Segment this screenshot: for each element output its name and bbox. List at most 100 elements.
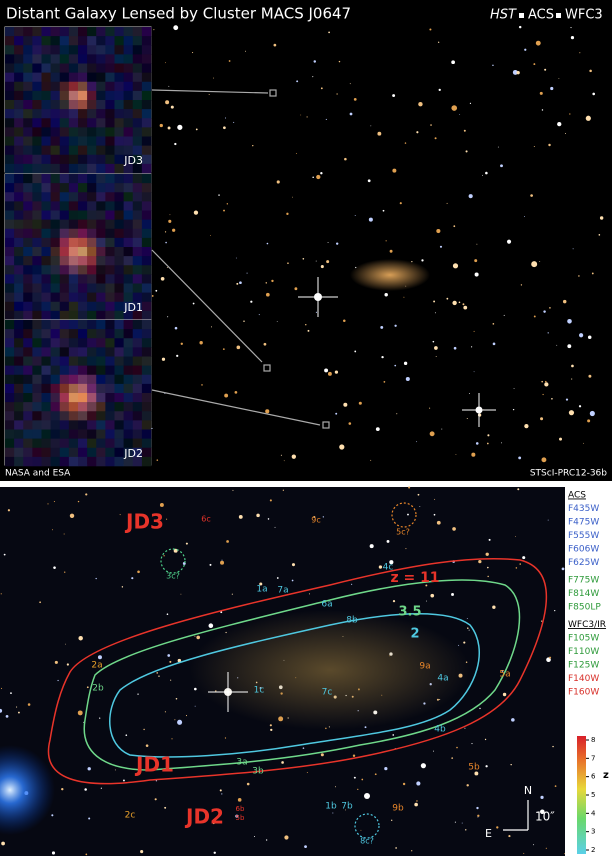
inset-pixel: [59, 228, 70, 239]
inset-pixel: [114, 411, 124, 421]
inset-pixel: [14, 127, 24, 137]
inset-pixel: [32, 201, 42, 211]
inset-pixel: [50, 210, 61, 220]
inset-pixel: [41, 438, 51, 449]
star: [411, 850, 413, 852]
contour-z11: [47, 558, 548, 785]
star: [213, 77, 215, 79]
star: [399, 202, 402, 205]
star: [53, 566, 56, 569]
inset-pixel: [32, 174, 42, 184]
star: [336, 242, 339, 245]
image-label: 9c: [311, 516, 321, 525]
inset-pixel: [96, 127, 106, 137]
legend-filter: F475W: [568, 518, 599, 528]
star: [97, 655, 102, 660]
inset-pixel: [87, 393, 97, 403]
star: [252, 144, 254, 147]
star: [167, 316, 169, 318]
star: [274, 526, 276, 528]
inset-pixel: [41, 329, 51, 339]
inset-pixel: [23, 383, 33, 394]
inset-pixel: [96, 429, 106, 439]
star: [250, 300, 253, 303]
star: [479, 707, 481, 710]
inset-pixel: [14, 81, 24, 92]
inset-pixel: [59, 320, 70, 330]
inset-pixel: [68, 429, 79, 439]
inset-pixel: [114, 338, 124, 348]
inset-pixel: [105, 109, 115, 119]
star: [545, 847, 547, 849]
legend-filter: F435W: [568, 504, 599, 514]
star: [506, 239, 512, 244]
inset-pixel: [59, 145, 70, 156]
image-label: 6b: [236, 805, 245, 813]
inset-pixel: [23, 219, 33, 230]
inset-pixel: [78, 247, 88, 257]
inset-pixel: [132, 45, 143, 55]
inset-pixel: [14, 36, 24, 46]
star: [518, 456, 522, 460]
inset-pixel: [87, 90, 97, 101]
star: [408, 486, 411, 489]
star: [458, 301, 461, 304]
inset-pixel: [141, 438, 152, 449]
star: [63, 533, 65, 535]
star: [265, 282, 267, 284]
star: [143, 728, 145, 731]
colorbar-tick-label: 8: [591, 736, 595, 744]
inset-pixel: [114, 72, 124, 83]
compass: [503, 800, 529, 831]
inset-pixel: [41, 219, 51, 230]
star: [265, 292, 270, 297]
inset-pixel: [32, 420, 42, 430]
inset-pixel: [32, 247, 42, 257]
inset-pixel: [105, 301, 115, 312]
inset-pixel: [68, 219, 79, 230]
inset-pixel: [23, 365, 33, 376]
inset-pixel: [41, 163, 51, 174]
inset-pixel: [87, 192, 97, 202]
star: [281, 761, 284, 764]
inset-pixel: [59, 27, 70, 37]
inset-pixel: [123, 219, 134, 230]
star: [224, 117, 226, 119]
star: [51, 851, 56, 855]
inset-pixel: [96, 228, 106, 239]
inset-pixel: [114, 256, 124, 266]
star: [77, 500, 80, 503]
inset-pixel: [114, 118, 124, 128]
star: [324, 368, 329, 373]
inset-pixel: [59, 411, 70, 421]
pointer-arrows: [151, 89, 330, 429]
inset-pixel: [87, 365, 97, 376]
star: [85, 493, 88, 496]
inset-pixel: [141, 63, 152, 73]
inset-pixel: [87, 54, 97, 64]
inset-pixel: [50, 383, 61, 394]
inset-pixel: [23, 438, 33, 449]
inset-pixel: [14, 438, 24, 449]
star: [338, 60, 341, 63]
inset-pixel: [87, 136, 97, 146]
inset-pixel: [32, 154, 42, 165]
inset-pixel: [50, 283, 61, 293]
inset-pixel: [114, 320, 124, 330]
inset-pixel: [114, 456, 124, 467]
inset-pixel: [50, 247, 61, 257]
star: [308, 593, 310, 595]
image-label: 4a: [437, 674, 448, 684]
inset-pixel: [68, 338, 79, 348]
star: [559, 437, 562, 441]
inset-pixel: [105, 90, 115, 101]
inset-pixel: [68, 127, 79, 137]
inset-pixel: [96, 174, 106, 184]
star: [516, 70, 520, 75]
star: [579, 333, 584, 338]
inset-pixel: [32, 192, 42, 202]
inset-pixel: [14, 174, 24, 184]
inset-pixel: [132, 210, 143, 220]
inset-pixel: [50, 154, 61, 165]
inset-pixel: [123, 292, 134, 303]
